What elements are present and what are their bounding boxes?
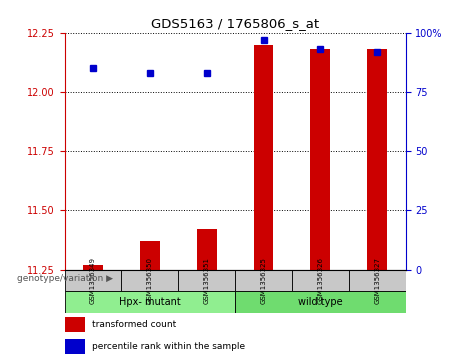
- Text: GSM1356325: GSM1356325: [260, 257, 266, 304]
- Bar: [65, 317, 85, 332]
- FancyBboxPatch shape: [292, 270, 349, 291]
- FancyBboxPatch shape: [235, 291, 406, 313]
- Text: genotype/variation ▶: genotype/variation ▶: [17, 274, 113, 283]
- FancyBboxPatch shape: [235, 270, 292, 291]
- Text: percentile rank within the sample: percentile rank within the sample: [92, 342, 245, 351]
- Text: wild type: wild type: [298, 297, 343, 307]
- Title: GDS5163 / 1765806_s_at: GDS5163 / 1765806_s_at: [151, 17, 319, 30]
- FancyBboxPatch shape: [349, 270, 406, 291]
- Text: GSM1356350: GSM1356350: [147, 257, 153, 304]
- Bar: [140, 241, 160, 270]
- FancyBboxPatch shape: [65, 291, 235, 313]
- Bar: [197, 229, 217, 270]
- Text: GSM1356349: GSM1356349: [90, 257, 96, 304]
- FancyBboxPatch shape: [121, 270, 178, 291]
- Bar: [83, 265, 103, 270]
- Text: GSM1356327: GSM1356327: [374, 257, 380, 304]
- Text: transformed count: transformed count: [92, 320, 176, 329]
- FancyBboxPatch shape: [178, 270, 235, 291]
- Bar: [367, 49, 387, 270]
- FancyBboxPatch shape: [65, 270, 121, 291]
- Bar: [254, 45, 273, 270]
- Bar: [310, 49, 331, 270]
- Text: GSM1356351: GSM1356351: [204, 257, 210, 304]
- Bar: [65, 339, 85, 354]
- Text: GSM1356326: GSM1356326: [317, 257, 324, 304]
- Text: Hpx- mutant: Hpx- mutant: [119, 297, 181, 307]
